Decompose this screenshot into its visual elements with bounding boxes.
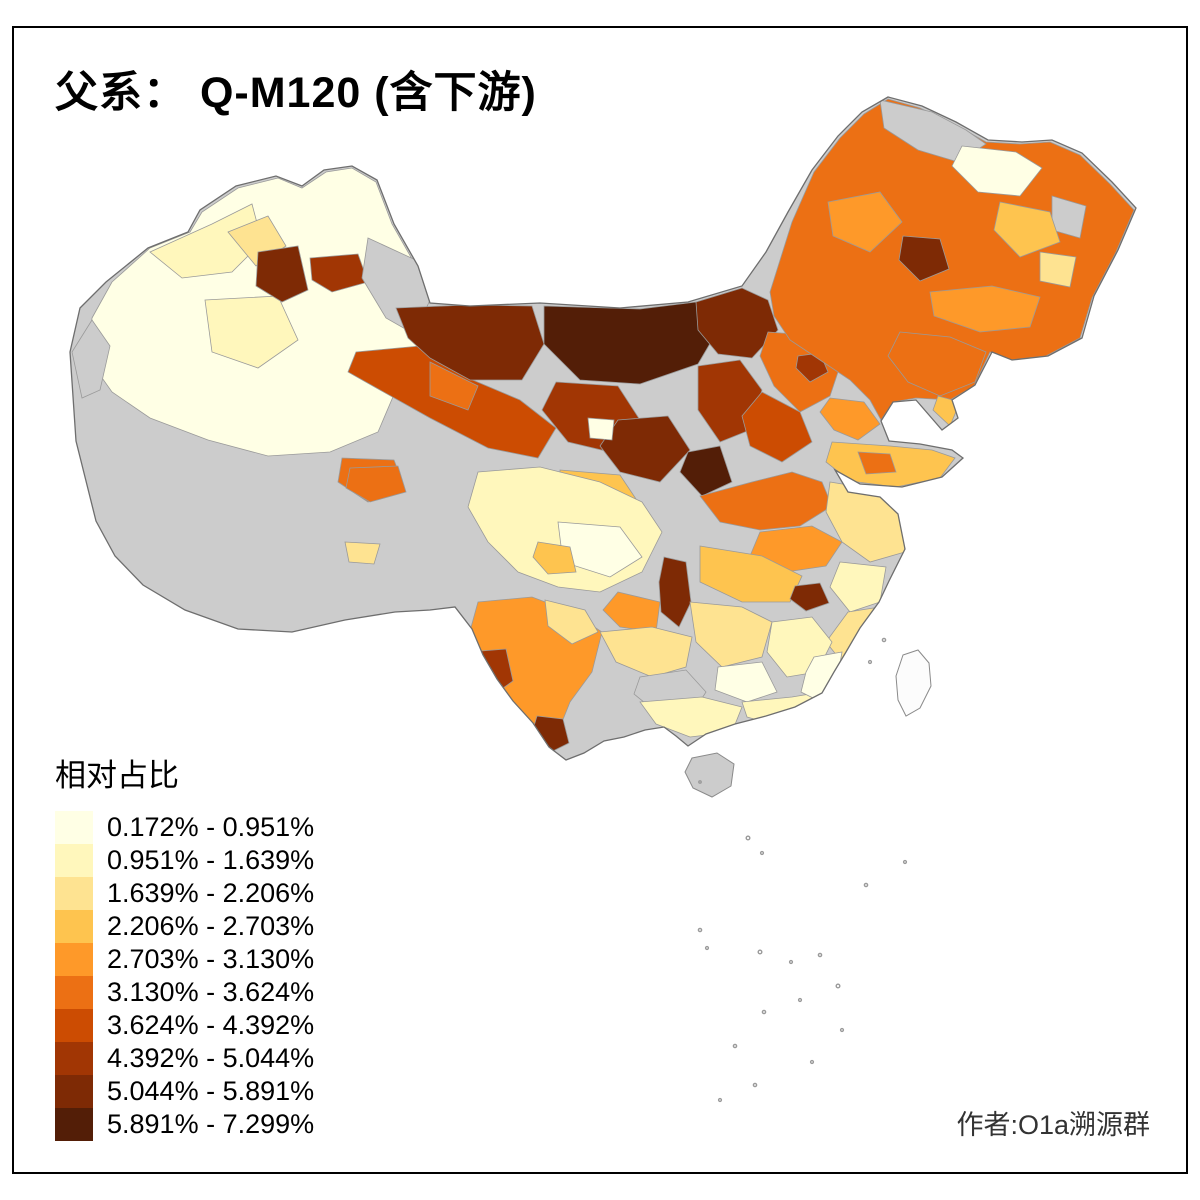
legend-item: 2.703% - 3.130% [55, 943, 314, 976]
map-region [1039, 251, 1077, 288]
map-region [429, 361, 479, 411]
map-region [544, 599, 599, 645]
legend-item: 1.639% - 2.206% [55, 877, 314, 910]
map-region [887, 331, 987, 397]
page-title: 父系： Q-M120 (含下游) [55, 69, 537, 117]
map-region [829, 561, 887, 613]
legend-label: 1.639% - 2.206% [107, 878, 315, 908]
map-region [543, 301, 719, 385]
legend-item: 2.206% - 2.703% [55, 910, 314, 943]
legend-label: 0.172% - 0.951% [107, 812, 315, 842]
map-region [993, 201, 1061, 258]
map-region [587, 417, 615, 441]
legend-item: 0.951% - 1.639% [55, 844, 314, 877]
map-region [929, 285, 1041, 333]
legend-label: 5.891% - 7.299% [107, 1109, 315, 1139]
legend-item: 5.044% - 5.891% [55, 1075, 314, 1108]
map-region [532, 541, 577, 575]
legend-title: 相对占比 [55, 758, 179, 793]
legend-swatch [55, 1042, 93, 1075]
map-region [819, 397, 881, 441]
map-region [309, 253, 369, 293]
legend-label: 2.703% - 3.130% [107, 944, 315, 974]
legend-item: 5.891% - 7.299% [55, 1108, 314, 1141]
taiwan-island [895, 649, 932, 717]
south-china-sea-islands [697, 637, 908, 1103]
legend-swatch [55, 910, 93, 943]
legend-swatch [55, 1075, 93, 1108]
map-region [741, 391, 813, 463]
map-region [255, 245, 309, 303]
mainland-outline [69, 96, 1137, 761]
legend-swatch [55, 811, 93, 844]
credit-text: 作者:O1a溯源群 [956, 1110, 1150, 1140]
map-region [679, 445, 733, 497]
legend-swatch [55, 877, 93, 910]
map-region [789, 582, 830, 612]
legend-swatch [55, 1108, 93, 1141]
legend-swatch [55, 844, 93, 877]
map-region [827, 191, 903, 253]
map-region [898, 235, 950, 282]
map-region [345, 465, 407, 503]
legend-label: 2.206% - 2.703% [107, 911, 315, 941]
map-region [714, 661, 778, 703]
map-region [204, 295, 299, 369]
map-regions [71, 98, 1135, 754]
legend-label: 3.624% - 4.392% [107, 1010, 315, 1040]
legend-label: 5.044% - 5.891% [107, 1076, 315, 1106]
map-region [689, 601, 773, 668]
legend-item: 4.392% - 5.044% [55, 1042, 314, 1075]
legend-swatch [55, 976, 93, 1009]
legend-item: 3.130% - 3.624% [55, 976, 314, 1009]
legend-label: 0.951% - 1.639% [107, 845, 315, 875]
legend: 相对占比 0.172% - 0.951% 0.951% - 1.639% 1.6… [55, 750, 314, 1141]
legend-swatch [55, 1009, 93, 1042]
map-region [344, 541, 381, 565]
map-region [699, 545, 803, 603]
map-region [769, 98, 1135, 421]
legend-item: 0.172% - 0.951% [55, 811, 314, 844]
map-region [599, 415, 691, 483]
legend-swatch [55, 943, 93, 976]
hainan-island [684, 752, 735, 798]
map-region [951, 145, 1043, 197]
legend-label: 4.392% - 5.044% [107, 1043, 315, 1073]
map-region [857, 451, 897, 475]
legend-label: 3.130% - 3.624% [107, 977, 315, 1007]
legend-item: 3.624% - 4.392% [55, 1009, 314, 1042]
map-region [658, 556, 692, 628]
map-region [599, 626, 693, 678]
map-region [639, 696, 743, 738]
map-region [71, 319, 111, 399]
